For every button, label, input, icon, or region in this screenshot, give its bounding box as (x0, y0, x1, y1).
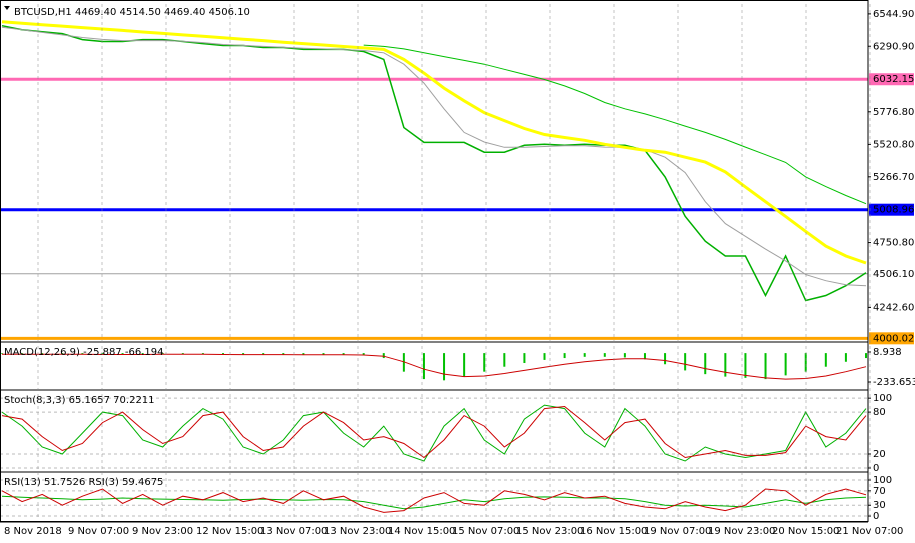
histogram-bar (141, 353, 144, 355)
x-tick-label: 13 Nov 23:00 (324, 526, 391, 537)
y-tick-label: 8.938 (873, 347, 902, 358)
x-tick-label: 21 Nov 07:00 (836, 526, 903, 537)
histogram-bar (181, 353, 184, 355)
x-tick-label: 20 Nov 15:00 (772, 526, 839, 537)
x-tick-label: 9 Nov 23:00 (132, 526, 193, 537)
y-tick-label: 5520.80 (873, 139, 914, 150)
series-line (1, 24, 867, 302)
y-tick-label: 100 (873, 475, 892, 486)
series-line (363, 44, 867, 205)
level-label: 5008.96 (873, 205, 914, 216)
histogram-bar (41, 353, 44, 355)
histogram-bar (463, 353, 466, 377)
pane-title: Stoch(8,3,3) 65.1657 70.2211 (4, 395, 155, 406)
x-tick-label: 12 Nov 15:00 (196, 526, 263, 537)
histogram-bar (282, 353, 285, 355)
y-tick-label: 30 (873, 500, 886, 511)
series-line (1, 26, 867, 287)
series-line (1, 20, 867, 265)
chart-border (0, 0, 869, 522)
histogram-bar (362, 353, 365, 356)
y-tick-label: 20 (873, 449, 886, 460)
y-tick-label: 6290.90 (873, 41, 914, 52)
histogram-bar (643, 353, 646, 360)
x-tick-label: 16 Nov 15:00 (580, 526, 647, 537)
y-tick-label: 0 (873, 511, 879, 522)
histogram-bar (844, 353, 847, 362)
level-label-box (869, 267, 914, 280)
x-tick-label: 15 Nov 07:00 (452, 526, 519, 537)
histogram-bar (583, 353, 586, 357)
x-tick-label: 14 Nov 15:00 (388, 526, 455, 537)
histogram-bar (222, 353, 225, 355)
histogram-bar (242, 353, 245, 355)
y-tick-label: 4242.60 (873, 302, 914, 313)
histogram-bar (523, 353, 526, 364)
histogram-bar (804, 353, 807, 372)
histogram-bar (402, 353, 405, 372)
pane-title: BTCUSD,H1 4469.40 4514.50 4469.40 4506.1… (14, 7, 250, 18)
histogram-bar (563, 353, 566, 359)
level-label-box (869, 203, 914, 216)
y-tick-label: 5266.70 (873, 172, 914, 183)
histogram-bar (503, 353, 506, 367)
histogram-bar (161, 353, 164, 355)
menu-icon[interactable] (4, 6, 10, 10)
level-label: 4506.10 (873, 269, 914, 280)
histogram-bar (603, 353, 606, 357)
histogram-bar (824, 353, 827, 367)
histogram-bar (443, 353, 446, 381)
histogram-bar (865, 353, 867, 359)
histogram-bar (342, 353, 345, 355)
x-tick-label: 19 Nov 07:00 (644, 526, 711, 537)
level-label-box (869, 332, 914, 345)
histogram-bar (21, 353, 24, 354)
histogram-bar (61, 353, 64, 355)
pane-title: RSI(13) 51.7526 RSI(3) 59.4675 (4, 477, 163, 488)
series-line (1, 488, 867, 513)
histogram-bar (302, 353, 305, 355)
histogram-bar (724, 353, 727, 377)
histogram-bar (483, 353, 486, 372)
level-label: 4000.02 (873, 333, 914, 344)
y-tick-label: 5776.80 (873, 107, 914, 118)
x-tick-label: 8 Nov 2018 (4, 526, 62, 537)
histogram-bar (543, 353, 546, 360)
histogram-bar (704, 353, 707, 375)
histogram-bar (422, 353, 425, 380)
histogram-bar (382, 353, 385, 359)
y-tick-label: 6544.90 (873, 9, 914, 20)
series-line (1, 404, 867, 462)
x-tick-label: 9 Nov 07:00 (68, 526, 129, 537)
y-tick-label: 80 (873, 407, 886, 418)
histogram-bar (664, 353, 667, 365)
histogram-bar (121, 353, 124, 355)
level-label: 6032.15 (873, 74, 914, 85)
level-label-box (869, 73, 914, 86)
y-tick-label: 4750.80 (873, 238, 914, 249)
histogram-bar (684, 353, 687, 371)
histogram-bar (744, 353, 747, 378)
pane-title: MACD(12,26,9) -25.887 -66.194 (4, 347, 164, 358)
histogram-bar (201, 353, 204, 355)
x-tick-label: 19 Nov 23:00 (708, 526, 775, 537)
y-tick-label: 70 (873, 486, 886, 497)
histogram-bar (623, 353, 626, 358)
histogram-bar (1, 353, 3, 354)
x-tick-label: 15 Nov 23:00 (516, 526, 583, 537)
y-tick-label: -233.653 (873, 377, 915, 388)
histogram-bar (784, 353, 787, 376)
series-line (1, 495, 867, 510)
series-line (1, 405, 867, 459)
histogram-bar (322, 353, 325, 355)
series-line (2, 353, 867, 380)
x-tick-label: 13 Nov 07:00 (260, 526, 327, 537)
y-tick-label: 100 (873, 393, 892, 404)
y-tick-label: 0 (873, 463, 879, 474)
histogram-bar (764, 353, 767, 380)
histogram-bar (262, 353, 265, 355)
